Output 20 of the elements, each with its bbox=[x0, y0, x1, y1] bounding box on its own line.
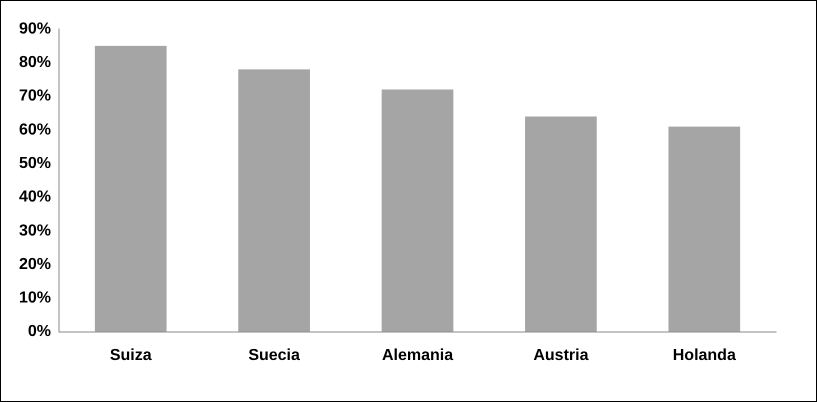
y-tick-label: 50% bbox=[18, 154, 52, 172]
y-tick-label: 80% bbox=[18, 54, 52, 72]
x-tick-label: Suiza bbox=[110, 346, 152, 364]
x-tick-label: Alemania bbox=[382, 346, 454, 364]
bar bbox=[238, 69, 310, 332]
y-tick-label: 30% bbox=[18, 222, 52, 240]
bar bbox=[94, 46, 167, 332]
y-tick-label: 0% bbox=[28, 323, 52, 340]
bar bbox=[668, 126, 740, 332]
y-tick-label: 60% bbox=[18, 121, 52, 138]
y-tick-label: 20% bbox=[18, 256, 52, 273]
x-tick-label: Suecia bbox=[248, 346, 300, 364]
bar bbox=[525, 116, 597, 332]
x-tick-label: Holanda bbox=[672, 346, 736, 364]
x-tick-label: Austria bbox=[533, 346, 589, 364]
y-tick-label: 40% bbox=[18, 188, 52, 206]
y-tick-label: 10% bbox=[18, 290, 52, 307]
bar bbox=[382, 90, 454, 332]
y-tick-label: 70% bbox=[18, 88, 52, 105]
y-tick-label: 90% bbox=[18, 20, 52, 38]
